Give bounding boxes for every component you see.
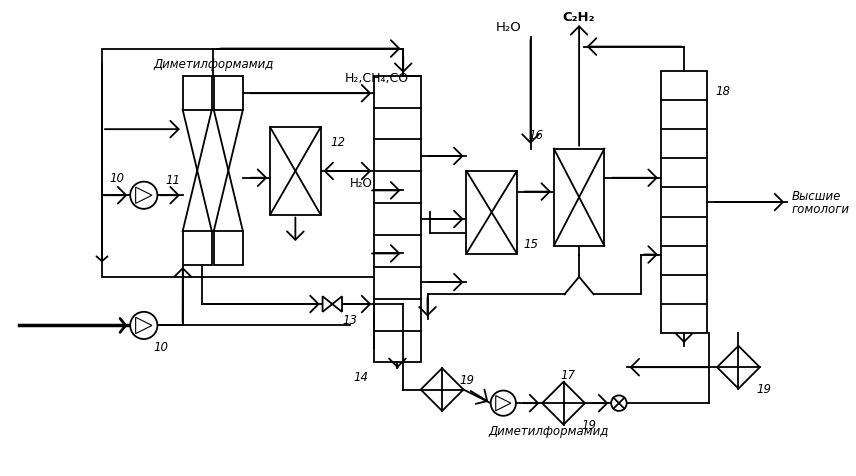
Circle shape [130,312,158,339]
Polygon shape [496,396,511,411]
Text: H₂,CH₄,CO: H₂,CH₄,CO [345,72,409,85]
Bar [270,128,321,215]
Bar [661,72,707,334]
Text: 10: 10 [109,172,124,185]
Bar [214,77,243,110]
Text: 19: 19 [756,382,771,395]
Text: Диметилформамид: Диметилформамид [153,58,274,70]
Text: Диметилформамид: Диметилформамид [489,424,609,437]
Polygon shape [420,368,463,411]
Text: 19: 19 [460,374,475,387]
Bar [374,77,420,363]
Bar [214,232,243,266]
Text: 12: 12 [330,136,346,149]
Polygon shape [323,297,342,312]
Text: 13: 13 [342,313,357,327]
Text: 10: 10 [154,341,169,354]
Text: 18: 18 [716,85,730,98]
Text: Высшие: Высшие [792,189,841,202]
Bar [182,77,211,110]
Polygon shape [135,317,152,334]
Bar [467,171,517,254]
Text: 11: 11 [165,174,181,187]
Circle shape [611,396,627,411]
Polygon shape [717,346,760,389]
Text: 19: 19 [581,418,597,431]
Text: 14: 14 [353,371,368,384]
Text: H₂O: H₂O [350,177,372,190]
Bar [554,149,604,246]
Text: 15: 15 [523,238,538,251]
Text: гомологи: гомологи [792,203,850,216]
Bar [102,50,403,277]
Polygon shape [542,382,585,425]
Text: C₂H₂: C₂H₂ [563,11,595,24]
Text: 17: 17 [560,368,575,381]
Text: 16: 16 [529,129,544,142]
Circle shape [130,182,158,209]
Text: H₂O: H₂O [496,20,521,34]
Bar [182,232,211,266]
Circle shape [490,391,516,416]
Polygon shape [135,188,152,204]
